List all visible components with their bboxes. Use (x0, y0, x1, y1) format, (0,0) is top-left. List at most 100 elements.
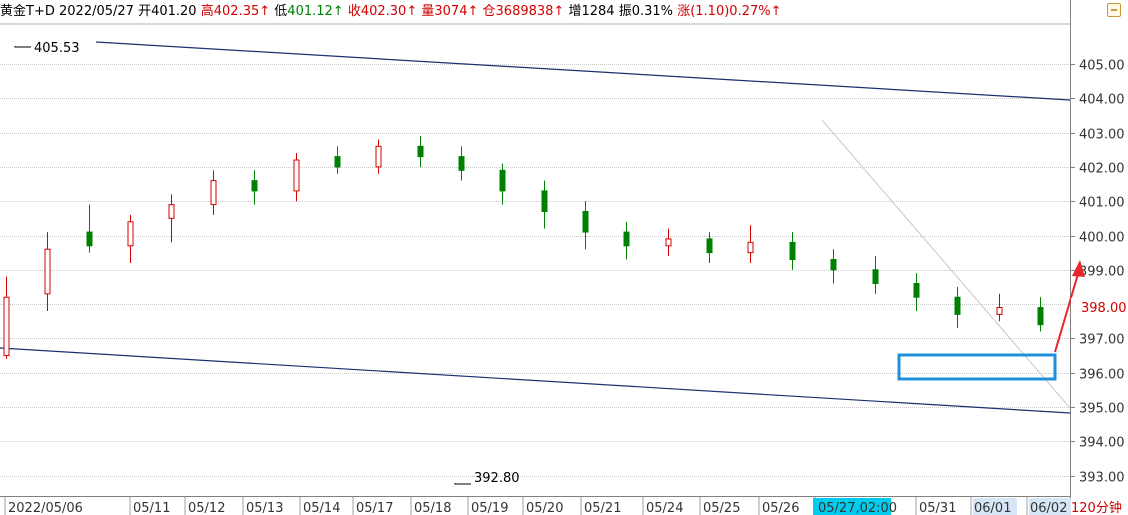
price-tick-label: 399.00 (1079, 265, 1125, 280)
candle-body (913, 283, 920, 298)
candle (830, 249, 837, 284)
candle-body (789, 241, 796, 261)
candle-body (706, 238, 713, 254)
change-value: (1.10)0.27%↑ (690, 4, 782, 19)
candle-body (872, 269, 879, 285)
candle (293, 153, 300, 202)
lower-trendline (0, 347, 1071, 414)
candle (872, 256, 879, 294)
amplitude-label: 振 (618, 4, 632, 19)
time-tick-label: 05/14 (303, 501, 340, 515)
quote-date: 2022/05/27 (59, 4, 134, 19)
candles (3, 136, 1044, 359)
price-tick-label: 394.00 (1079, 436, 1125, 451)
candle (747, 225, 754, 263)
increase-label: 增 (568, 4, 582, 19)
period-label[interactable]: 120分钟 (1071, 500, 1122, 515)
volume-value: 3074↑ (434, 4, 479, 19)
price-tick-label: 400.00 (1079, 231, 1125, 246)
high-value: 402.35↑ (213, 4, 271, 19)
candle (789, 232, 796, 270)
candle (913, 273, 920, 311)
price-axis-labels: 405.00 404.00 403.00 402.00 401.00 400.00 399.… (1079, 59, 1125, 486)
candle (251, 170, 258, 205)
amplitude-value: 0.31% (631, 4, 674, 19)
oi-label: 仓 (482, 4, 496, 19)
candle (458, 146, 465, 181)
time-tick-label: 05/11 (133, 501, 170, 515)
time-selection-shade (1029, 498, 1073, 515)
time-tick-label: 06/02 (1030, 501, 1067, 515)
period-label-bg (1071, 498, 1128, 515)
time-tick-label: 05/17 (356, 501, 393, 515)
highlight-box (897, 353, 1057, 381)
candle (86, 204, 93, 253)
time-cursor-highlight (813, 498, 891, 515)
candle (623, 221, 630, 260)
increase-value: 1284 (581, 4, 615, 19)
candle (168, 194, 175, 243)
time-tick-label: 05/20 (526, 501, 563, 515)
candle (706, 232, 713, 263)
up-arrow-icon (1072, 260, 1085, 277)
candle (375, 139, 382, 174)
upper-trendline (95, 41, 1071, 101)
candle (210, 170, 217, 215)
time-tick-label: 05/27,02:00 (818, 501, 897, 515)
candle (665, 228, 672, 257)
price-tick-label: 401.00 (1079, 196, 1125, 211)
minimize-button[interactable] (1107, 3, 1121, 17)
candle-body (168, 204, 175, 219)
candle-body (747, 241, 754, 254)
candle-body (582, 210, 589, 233)
candle (44, 232, 51, 311)
time-selection-shade (973, 498, 1017, 515)
candle (417, 136, 424, 167)
candle-body (86, 231, 93, 247)
candle-body (44, 248, 51, 295)
time-axis-labels: 2022/05/06 05/11 05/12 05/13 05/14 05/17 05/18… (4, 497, 1073, 515)
min-label: 392.80 (474, 471, 520, 486)
price-tick-label: 405.00 (1079, 59, 1125, 74)
candle (1037, 297, 1044, 332)
time-tick-label: 05/12 (188, 501, 225, 515)
time-tick-label: 05/21 (584, 501, 621, 515)
close-value: 402.30↑ (360, 4, 418, 19)
up-arrow-shaft (1054, 273, 1079, 353)
time-tick-label: 05/24 (646, 501, 683, 515)
candle-body (210, 180, 217, 206)
candle (954, 286, 961, 329)
candle (996, 293, 1003, 322)
open-label: 开 (138, 4, 152, 19)
candle-body (375, 145, 382, 168)
current-price-label: 398.00 (1081, 301, 1127, 316)
candle-body (334, 156, 341, 168)
candle (127, 214, 134, 263)
candle (541, 180, 548, 229)
time-tick-label: 05/25 (703, 501, 740, 515)
time-tick-label: 06/01 (974, 501, 1011, 515)
candle-body (499, 169, 506, 192)
time-tick-label: 2022/05/06 (8, 501, 83, 515)
candle-body (458, 156, 465, 171)
quote-header: 黄金T+D 2022/05/27 开401.20 高402.35↑ 低401.1… (0, 0, 1100, 24)
time-tick-label: 05/31 (919, 501, 956, 515)
time-tick-label: 05/18 (414, 501, 451, 515)
price-tick-label: 404.00 (1079, 93, 1125, 108)
price-tick-label: 396.00 (1079, 368, 1125, 383)
low-label: 低 (274, 4, 288, 19)
candle-body (954, 296, 961, 315)
time-tick-label: 05/19 (471, 501, 508, 515)
candle (499, 163, 506, 205)
candle-body (251, 180, 258, 192)
price-tick-label: 397.00 (1079, 333, 1125, 348)
candle-body (996, 307, 1003, 315)
price-tick-label: 402.00 (1079, 162, 1125, 177)
candle (334, 146, 341, 174)
open-value: 401.20 (151, 4, 197, 19)
candle-body (830, 259, 837, 271)
candle (582, 201, 589, 250)
candle-body (623, 231, 630, 247)
price-tick-label: 393.00 (1079, 471, 1125, 486)
